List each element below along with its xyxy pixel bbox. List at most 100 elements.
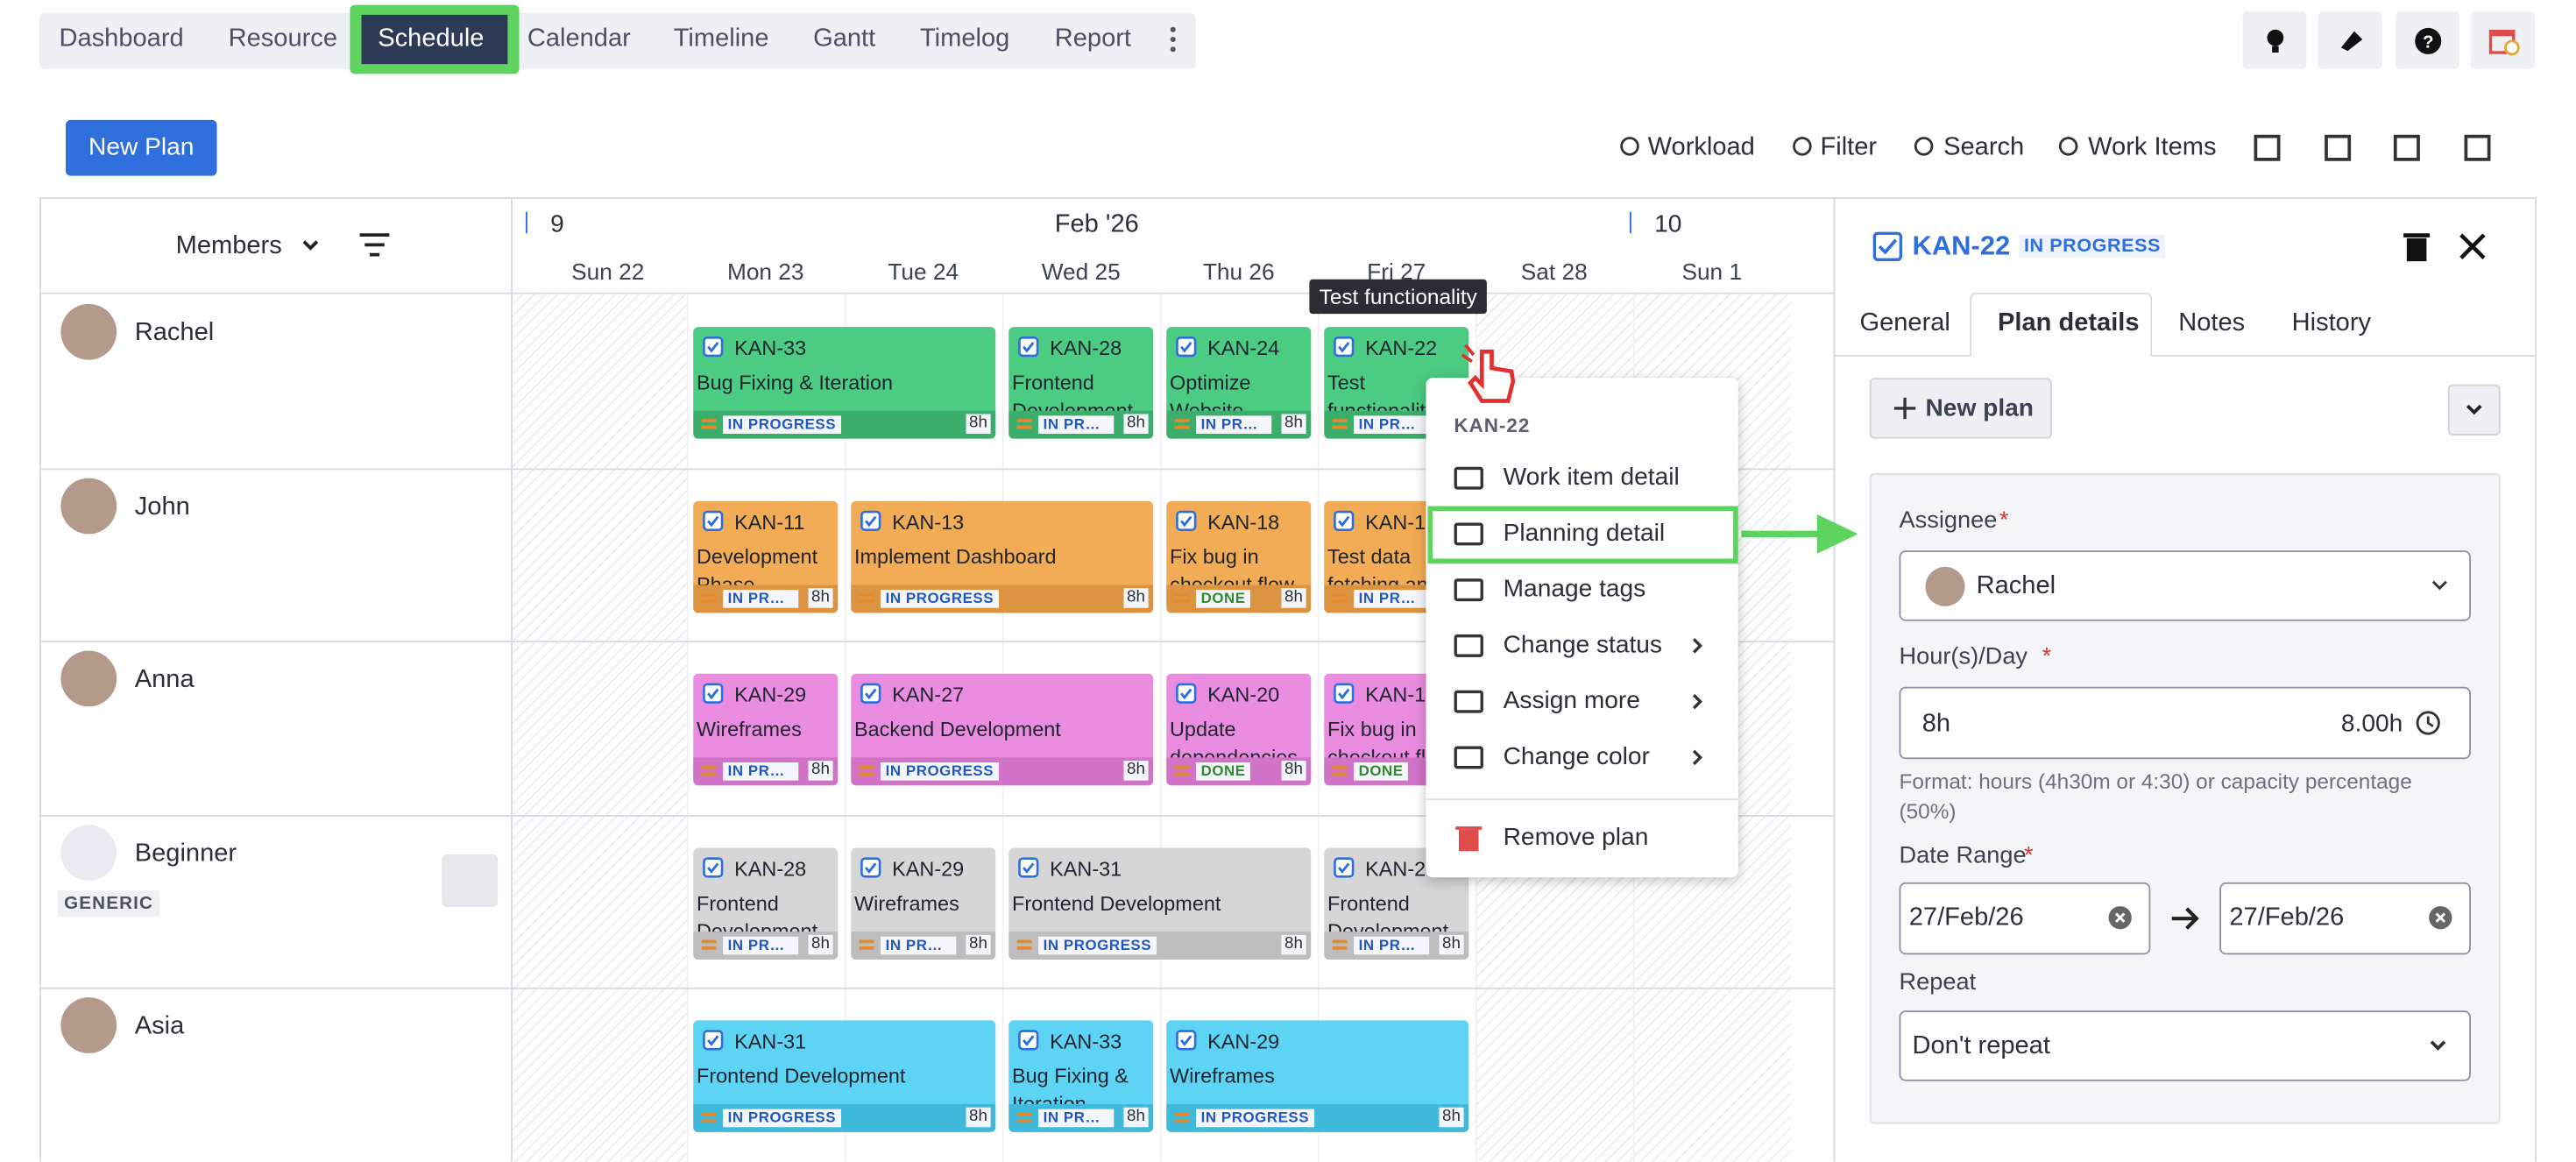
menu-item[interactable]: Manage tags [1503, 575, 1646, 604]
plan-card[interactable]: KAN-31 Frontend Development IN PROGRESS 8h [1008, 847, 1312, 960]
card-footer: IN PROGRESS 8h [693, 410, 996, 439]
active-tab [1970, 292, 2153, 357]
menu-item[interactable]: Planning detail [1503, 519, 1666, 548]
status-badge: DONE [1354, 762, 1409, 781]
priority-icon [1332, 765, 1348, 776]
panel-key[interactable]: KAN-22 [1912, 231, 2011, 262]
menu-item[interactable]: Change color [1503, 742, 1650, 771]
avatar [60, 650, 117, 707]
day-label: Tue 24 [888, 258, 959, 285]
assignee-avatar [1925, 566, 1965, 606]
toolbar-button[interactable]: Search [1943, 132, 2025, 161]
icon-button[interactable] [2318, 11, 2382, 69]
menu-item[interactable]: Work item detail [1503, 463, 1680, 492]
card-footer: DONE 8h [1166, 584, 1312, 613]
member-name[interactable]: John [134, 492, 190, 521]
card-key: KAN-29 [1207, 1030, 1280, 1053]
nav-tab[interactable]: Calendar [527, 25, 631, 53]
nav-tab[interactable]: Resource [228, 25, 338, 53]
card-hours: 8h [1281, 761, 1306, 781]
plan-card[interactable]: KAN-29 Wireframes IN PROGRESS 8h [1166, 1020, 1469, 1132]
card-hours: 8h [1123, 761, 1149, 781]
assignee-select[interactable] [1899, 550, 2471, 621]
plan-card[interactable]: KAN-29 Wireframes IN PROGRESS 8h [851, 847, 996, 960]
member-name[interactable]: Asia [134, 1012, 185, 1040]
nav-tab[interactable]: Gantt [813, 25, 876, 53]
card-key: KAN-28 [1050, 337, 1122, 360]
plan-card[interactable]: KAN-13 Implement Dashboard IN PROGRESS 8h [851, 500, 1154, 613]
priority-icon [701, 592, 717, 603]
hours-hint: Format: hours (4h30m or 4:30) or capacit… [1899, 769, 2412, 824]
nav-tab[interactable]: Dashboard [59, 25, 184, 53]
new-plan-panel-button[interactable] [1869, 378, 2052, 439]
status-badge: IN PROGRESS [1354, 935, 1430, 954]
icon [2488, 29, 2520, 56]
more-icon [1170, 26, 1176, 53]
hours-input[interactable] [1899, 686, 2471, 760]
nav-tab[interactable]: Report [1054, 25, 1131, 53]
member-name[interactable]: Beginner [134, 839, 237, 868]
new-plan-label[interactable]: New plan [1925, 394, 2034, 422]
panel-tab[interactable]: Notes [2178, 308, 2246, 337]
svg-text:?: ? [2423, 32, 2434, 52]
toolbar-button[interactable]: Work Items [2088, 132, 2217, 161]
icon-button[interactable] [2242, 11, 2307, 69]
date-input[interactable] [1899, 882, 2151, 955]
card-key: KAN-1 [1365, 510, 1426, 534]
icon-button[interactable]: ? [2395, 11, 2459, 69]
date-value: 27/Feb/26 [2229, 903, 2345, 932]
toolbar-button[interactable]: Filter [1820, 132, 1878, 161]
plan-card[interactable]: KAN-31 Frontend Development IN PROGRESS 8h [693, 1020, 996, 1132]
toolbar-button[interactable]: Workload [1647, 132, 1755, 161]
range-arrow [2171, 907, 2199, 930]
chevron [302, 240, 319, 251]
priority-icon [1332, 592, 1348, 603]
status-badge: IN PROGRESS [723, 1109, 841, 1128]
members-label[interactable]: Members [175, 231, 282, 260]
member-name[interactable]: Anna [134, 665, 195, 694]
menu-item[interactable]: Change status [1503, 631, 1663, 659]
new-plan-button[interactable]: New Plan [66, 119, 217, 176]
nav-tab[interactable]: Schedule [378, 25, 485, 53]
date-input[interactable] [2219, 882, 2471, 955]
panel-tab[interactable]: History [2291, 308, 2372, 337]
priority-icon [1016, 939, 1032, 949]
member-name[interactable]: Rachel [134, 318, 215, 347]
panel-tab[interactable]: General [1859, 308, 1950, 337]
panel-tab[interactable]: Plan details [1998, 308, 2140, 337]
menu-item[interactable]: Assign more [1503, 686, 1640, 715]
plan-card[interactable]: KAN-27 Backend Development IN PROGRESS 8h [851, 673, 1154, 786]
type-icon [1018, 856, 1039, 877]
repeat-select[interactable] [1899, 1010, 2471, 1081]
icon-button[interactable] [2471, 11, 2536, 69]
card-key: KAN-2 [1365, 856, 1426, 881]
collapse-button[interactable] [2447, 384, 2501, 436]
chevron [2466, 404, 2482, 415]
nav-tab[interactable]: Timelog [920, 25, 1010, 53]
card-key: KAN-18 [1207, 510, 1280, 534]
status-badge: IN PROGRESS [881, 935, 957, 954]
shuffle-button[interactable] [442, 854, 499, 907]
row-line [39, 467, 1834, 470]
menu-title: KAN-22 [1454, 414, 1531, 437]
card-key: KAN-27 [892, 684, 965, 707]
card-footer: IN PROGRESS 8h [851, 584, 1154, 613]
plan-card[interactable]: KAN-29 Wireframes IN PROGRESS 8h [693, 673, 839, 786]
menu-icon [1454, 466, 1483, 490]
menu-item[interactable]: Remove plan [1503, 823, 1649, 852]
card-key: KAN-20 [1207, 684, 1280, 707]
card-key: KAN-28 [734, 856, 807, 881]
tabs-line [1835, 355, 2536, 357]
nav-tab[interactable]: Timeline [673, 25, 769, 53]
priority-icon [701, 1112, 717, 1123]
